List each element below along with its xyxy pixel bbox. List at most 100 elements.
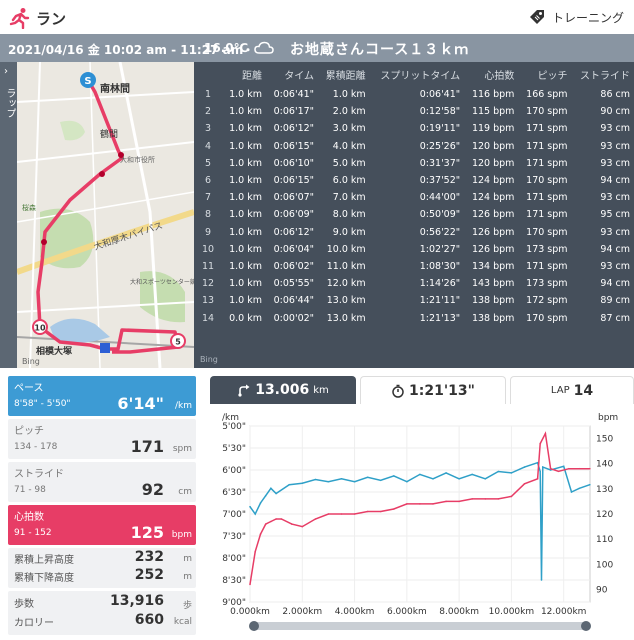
heart_rate-data-point: [270, 520, 272, 523]
ascent-label: 累積上昇高度: [14, 555, 74, 566]
pace-data-point: [249, 505, 251, 508]
heart_rate-data-point: [301, 525, 304, 528]
page-title: ラン: [36, 10, 67, 28]
table-cell: 86 cm: [600, 89, 630, 101]
table-row[interactable]: 4 1.0 km 0:06'15" 4.0 km 0:25'26" 120 bpm 171 …: [194, 138, 634, 155]
svg-text:S: S: [84, 76, 91, 87]
pace-data-point: [570, 491, 573, 493]
stat-pace[interactable]: ペース 8'58" - 5'50" 6'14" /km: [8, 376, 196, 416]
pace-data-point: [536, 461, 539, 464]
x-tick-label: 4.000km: [335, 607, 375, 617]
road: [16, 91, 194, 103]
route-map[interactable]: S 10 5 南林間 鶴間 大和市役所 大和厚木バイパス 大和スポーツセンター競…: [0, 62, 194, 368]
finish-marker[interactable]: [100, 343, 110, 353]
table-cell: 124 bpm: [471, 175, 515, 187]
start-marker[interactable]: S: [80, 72, 96, 88]
route-point: [41, 239, 47, 245]
table-row[interactable]: 10 1.0 km 0:06'04" 10.0 km 1:02'27" 126 bpm 17…: [194, 241, 634, 258]
table-cell: 93 cm: [600, 140, 630, 152]
railway: [16, 336, 194, 348]
range-slider-handle-left[interactable]: [249, 621, 259, 631]
table-cell: 1.0 km: [229, 226, 262, 238]
table-row[interactable]: 11 1.0 km 0:06'02" 11.0 km 1:08'30" 134 bpm 17…: [194, 258, 634, 275]
table-cell: 0:19'11": [419, 123, 461, 135]
ascent-unit: m: [183, 554, 192, 564]
runner-icon: [9, 8, 30, 29]
lap-side-tab[interactable]: › ラップ: [0, 62, 17, 368]
table-row[interactable]: 2 1.0 km 0:06'17" 2.0 km 0:12'58" 115 bpm 170 …: [194, 103, 634, 120]
stat-range: 134 - 178: [14, 442, 58, 452]
bing-logo: Bing: [200, 355, 218, 364]
table-cell: 115 bpm: [471, 106, 515, 118]
table-cell: 1.0 km: [229, 192, 262, 204]
table-cell: 116 bpm: [471, 89, 515, 101]
training-button[interactable]: トレーニング: [528, 8, 624, 26]
road: [16, 301, 194, 313]
park-area: [60, 120, 85, 141]
tab-distance[interactable]: 13.006 km: [210, 376, 356, 404]
table-cell: 166 spm: [526, 89, 568, 101]
stat-value: 6'14": [117, 394, 164, 413]
route-point: [99, 171, 105, 177]
table-cell: 11: [201, 260, 215, 272]
table-cell: 0:44'00": [419, 192, 461, 204]
stat-unit: cm: [178, 487, 192, 497]
route-icon: [238, 384, 250, 397]
table-row[interactable]: 14 0.0 km 0:00'02" 13.0 km 1:21'13" 138 bpm 17…: [194, 309, 634, 326]
table-cell: 6.0 km: [332, 175, 366, 187]
chart-svg[interactable]: 5'00" 5'30" 6'00" 6'30" 7'00" 7'30" 8'00" 8'30"…: [210, 404, 634, 640]
y-right-tick-label: 90: [596, 585, 608, 595]
table-row[interactable]: 1 1.0 km 0:06'41" 1.0 km 0:06'41" 116 bpm 166 …: [194, 86, 634, 103]
stat-heart-rate[interactable]: 心拍数 91 - 152 125 bpm: [8, 505, 196, 545]
pace-data-point: [264, 494, 267, 497]
heart_rate-data-point: [544, 432, 547, 435]
pace-data-point: [366, 476, 369, 479]
pace-heart-rate-chart[interactable]: 5'00" 5'30" 6'00" 6'30" 7'00" 7'30" 8'00" 8'30"…: [210, 404, 634, 640]
map-canvas[interactable]: S 10 5 南林間 鶴間 大和市役所 大和厚木バイパス 大和スポーツセンター競…: [0, 62, 194, 368]
heart_rate-data-point: [578, 467, 581, 470]
km-marker-5[interactable]: 5: [170, 333, 186, 349]
km-marker-10[interactable]: 10: [32, 319, 48, 335]
table-cell: 9.0 km: [332, 226, 366, 238]
table-cell: 134 bpm: [471, 260, 515, 272]
range-slider-handle-right[interactable]: [581, 621, 591, 631]
table-row[interactable]: 9 1.0 km 0:06'12" 9.0 km 0:56'22" 126 bpm 170 …: [194, 224, 634, 241]
heart_rate-data-point: [249, 583, 251, 586]
table-cell: 0:06'12": [273, 123, 315, 135]
road: [16, 141, 194, 163]
pace-data-point: [393, 475, 395, 477]
separator: ・: [242, 43, 255, 57]
table-row[interactable]: 6 1.0 km 0:06'15" 6.0 km 0:37'52" 124 bpm 170 …: [194, 172, 634, 189]
calories-value: 660: [134, 612, 164, 628]
table-header-cell: タイム: [284, 70, 315, 82]
tab-time[interactable]: 1:21'13": [360, 376, 506, 404]
table-cell: 170 spm: [526, 175, 568, 187]
stat-stride[interactable]: ストライド 71 - 98 92 cm: [8, 462, 196, 502]
table-cell: 2.0 km: [332, 106, 366, 118]
table-cell: 0:06'41": [419, 89, 461, 101]
table-row[interactable]: 3 1.0 km 0:06'12" 3.0 km 0:19'11" 119 bpm 171 …: [194, 120, 634, 137]
steps-unit: 歩: [182, 601, 192, 611]
table-cell: 126 bpm: [471, 226, 515, 238]
table-row[interactable]: 8 1.0 km 0:06'09" 8.0 km 0:50'09" 126 bpm 171 …: [194, 206, 634, 223]
tab-lap[interactable]: LAP 14: [510, 376, 634, 404]
table-cell: 94 cm: [600, 243, 630, 255]
stat-range: 71 - 98: [14, 485, 46, 495]
heart_rate-data-point: [327, 513, 330, 515]
table-row[interactable]: 13 1.0 km 0:06'44" 13.0 km 1:21'11" 138 bpm 17…: [194, 292, 634, 309]
heart_rate-data-point: [254, 550, 256, 553]
table-cell: 0:06'44": [273, 295, 315, 307]
table-row[interactable]: 12 1.0 km 0:05'55" 12.0 km 1:14'26" 143 bpm 17…: [194, 275, 634, 292]
table-row[interactable]: 5 1.0 km 0:06'10" 5.0 km 0:31'37" 120 bpm 171 …: [194, 155, 634, 172]
stat-elevation: 累積上昇高度 232 m 累積下降高度 252 m: [8, 548, 196, 588]
table-cell: 1.0 km: [332, 89, 366, 101]
road: [118, 62, 162, 368]
chevron-right-icon: ›: [4, 66, 8, 77]
activity-info-bar: 2021/04/16 金 10:02 am - 11:27 am 16.0℃ ・…: [0, 34, 634, 62]
distance-value: 13.006: [255, 382, 310, 398]
lap-table-panel: 距離 タイム 累積距離 スプリットタイム 心拍数 ピッチ ストライド 1 1.0 km 0:06…: [194, 62, 634, 368]
table-row[interactable]: 7 1.0 km 0:06'07" 7.0 km 0:44'00" 124 bpm 171 …: [194, 189, 634, 206]
table-cell: 2: [204, 106, 212, 118]
app-header: ラン トレーニング: [0, 0, 634, 34]
stat-pitch[interactable]: ピッチ 134 - 178 171 spm: [8, 419, 196, 459]
